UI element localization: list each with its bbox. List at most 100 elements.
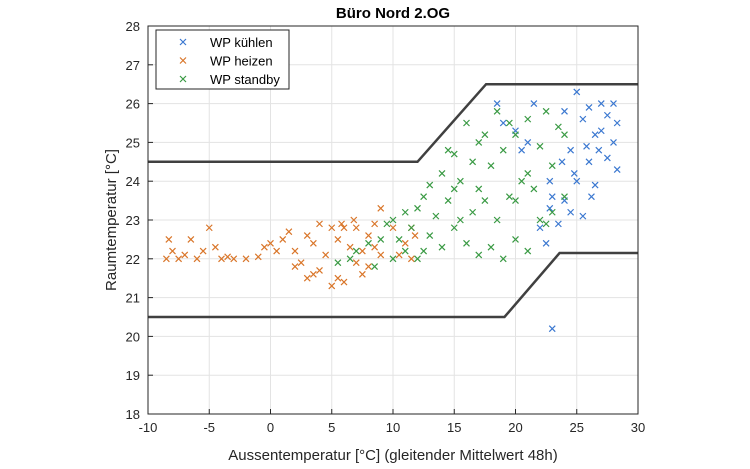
y-tick-label: 24: [126, 174, 140, 189]
data-point: [303, 274, 311, 282]
x-axis-label: Aussentemperatur [°C] (gleitender Mittel…: [228, 447, 557, 464]
data-point: [316, 267, 323, 274]
data-point: [377, 204, 385, 212]
data-point: [371, 220, 379, 228]
data-point: [475, 185, 483, 193]
data-point: [175, 255, 183, 263]
data-point: [512, 197, 519, 205]
y-tick-label: 18: [126, 407, 140, 422]
x-tick-label: 30: [631, 420, 645, 435]
data-point: [426, 232, 434, 239]
data-point: [420, 247, 428, 255]
data-point: [585, 158, 593, 166]
series-1: [162, 204, 419, 290]
data-point: [512, 235, 519, 243]
data-point: [199, 247, 207, 255]
data-point: [401, 208, 409, 216]
data-point: [573, 177, 581, 185]
data-point: [169, 247, 176, 255]
data-point: [383, 220, 391, 228]
data-point: [338, 220, 345, 228]
data-point: [377, 251, 385, 259]
data-point: [309, 270, 317, 278]
data-point: [165, 235, 173, 243]
x-tick-label: 20: [508, 420, 522, 435]
data-point: [481, 131, 489, 139]
data-point: [322, 251, 330, 259]
y-tick-label: 19: [126, 368, 140, 383]
data-point: [279, 235, 287, 243]
data-point: [411, 232, 419, 239]
data-point: [542, 220, 550, 228]
data-marks: [162, 88, 621, 333]
data-point: [613, 119, 621, 127]
data-point: [401, 239, 409, 247]
data-point: [469, 208, 477, 216]
data-point: [267, 239, 274, 247]
data-point: [407, 224, 415, 232]
data-point: [570, 170, 578, 177]
data-point: [254, 253, 262, 261]
data-point: [481, 197, 489, 205]
data-point: [285, 228, 293, 236]
data-point: [493, 216, 501, 224]
data-point: [597, 127, 605, 135]
data-point: [365, 263, 372, 270]
data-point: [371, 243, 379, 251]
data-point: [328, 282, 336, 290]
data-point: [493, 107, 501, 115]
data-point: [450, 185, 458, 193]
data-point: [340, 224, 348, 232]
data-point: [524, 138, 532, 146]
x-tick-label: 25: [570, 420, 584, 435]
lower-limit-line: [148, 251, 638, 319]
data-point: [389, 255, 397, 263]
data-point: [358, 247, 366, 255]
data-point: [352, 224, 360, 232]
data-point: [444, 146, 452, 154]
data-point: [309, 239, 317, 247]
data-point: [603, 111, 611, 119]
data-point: [561, 131, 568, 139]
data-point: [334, 259, 342, 267]
y-tick-label: 22: [126, 252, 140, 267]
data-point: [450, 150, 458, 158]
data-point: [346, 255, 354, 263]
data-point: [260, 243, 268, 251]
x-tick-label: -10: [139, 420, 158, 435]
legend: WP kühlen WP heizen WP standby: [155, 29, 290, 90]
data-point: [487, 243, 495, 251]
series-0: [493, 88, 621, 333]
data-point: [162, 255, 170, 263]
data-point: [597, 100, 605, 108]
data-point: [548, 325, 556, 333]
data-point: [548, 162, 556, 170]
data-point: [487, 162, 495, 170]
data-point: [542, 239, 550, 247]
data-point: [334, 235, 342, 243]
y-tick-label: 21: [126, 291, 140, 306]
y-axis-label: Raumtemperatur [°C]: [103, 149, 120, 291]
data-point: [456, 177, 464, 185]
data-point: [469, 158, 477, 166]
data-point: [499, 119, 507, 127]
y-tick-label: 26: [126, 97, 140, 112]
data-point: [211, 243, 219, 251]
data-point: [546, 204, 554, 212]
data-point: [499, 146, 507, 154]
data-point: [579, 212, 587, 220]
data-point: [558, 158, 566, 166]
data-point: [426, 181, 434, 189]
data-point: [444, 197, 452, 205]
data-point: [205, 224, 213, 232]
data-point: [524, 115, 532, 123]
data-point: [414, 255, 421, 263]
y-tick-label: 28: [126, 19, 140, 34]
y-tick-label: 27: [126, 58, 140, 73]
data-point: [242, 255, 250, 263]
legend-marker: [179, 38, 187, 46]
data-point: [546, 177, 554, 185]
data-point: [365, 232, 372, 239]
data-point: [291, 263, 299, 270]
data-point: [554, 123, 562, 131]
